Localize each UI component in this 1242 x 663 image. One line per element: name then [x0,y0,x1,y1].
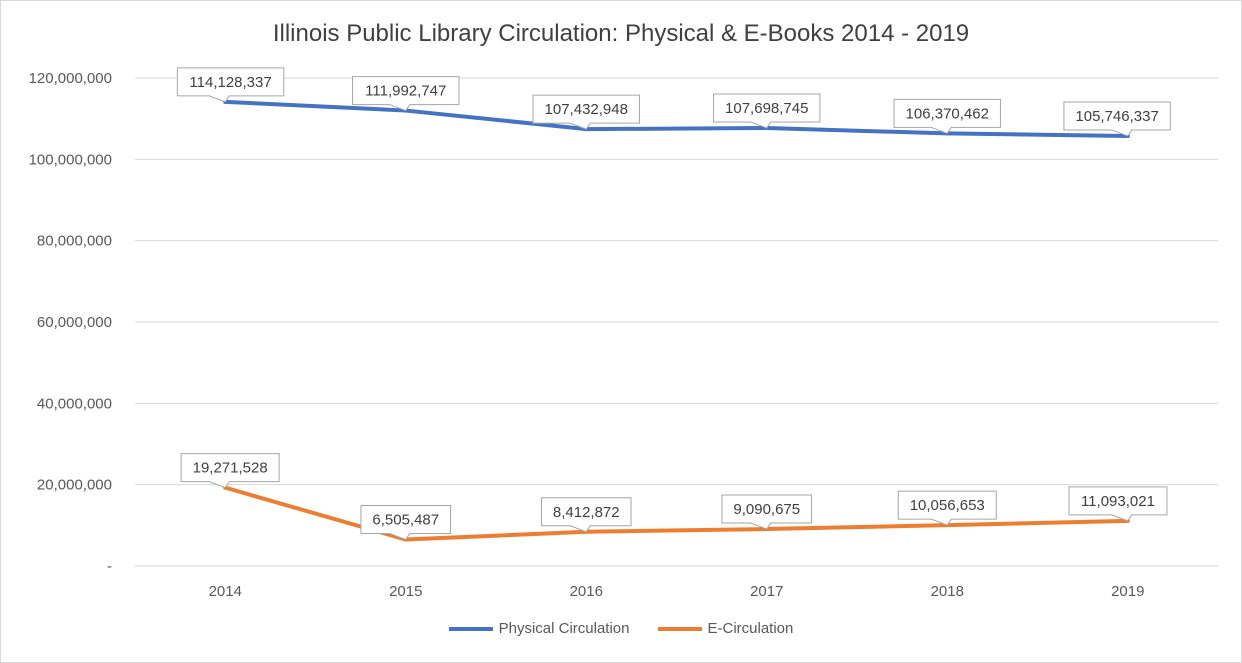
data-label-callout [893,98,1001,135]
y-tick-label: 60,000,000 [37,314,112,331]
data-label: 107,698,745 [725,100,808,117]
data-label-callout [897,490,997,526]
legend-swatch-physical [448,626,493,631]
data-label: 111,992,747 [365,83,446,100]
data-label: 106,370,462 [906,105,989,122]
data-label: 105,746,337 [1075,108,1158,125]
data-label: 114,128,337 [189,74,271,91]
data-label-callout [540,497,632,533]
data-label-callout [352,76,460,112]
x-tick-label: 2015 [389,583,422,600]
data-label-callout [360,505,452,541]
y-tick-label: 40,000,000 [37,395,112,412]
y-tick-label: 80,000,000 [37,233,112,250]
data-label-callout [1068,486,1168,522]
data-label: 6,505,487 [372,512,439,529]
x-tick-label: 2018 [931,583,964,600]
series-line-0 [223,99,1130,138]
data-label-callout [180,453,280,489]
data-label-callout [713,93,821,129]
x-tick-label: 2016 [570,583,603,600]
data-label: 19,271,528 [193,460,268,477]
legend-label-ecirc: E-Circulation [707,620,794,637]
legend-item-ecirc: E-Circulation [657,620,794,637]
x-tick-label: 2014 [209,583,242,600]
data-label-callout [176,67,285,103]
chart-title: Illinois Public Library Circulation: Phy… [272,20,970,47]
data-label-callout [721,494,813,530]
data-label: 9,090,675 [733,501,800,518]
y-tick-label: 100,000,000 [29,151,112,168]
legend: Physical Circulation E-Circulation [0,620,1242,637]
data-label: 8,412,872 [553,504,620,521]
y-tick-label: 20,000,000 [37,477,112,494]
legend-label-physical: Physical Circulation [498,620,630,637]
legend-item-physical: Physical Circulation [448,620,630,637]
data-label: 107,432,948 [545,101,628,118]
y-tick-label: - [107,558,112,575]
legend-swatch-ecirc [657,626,702,631]
data-label: 11,093,021 [1081,493,1155,510]
data-label-callout [1063,101,1171,137]
x-tick-label: 2019 [1111,583,1144,600]
x-tick-label: 2017 [750,583,783,600]
data-label: 10,056,653 [910,497,985,514]
y-tick-label: 120,000,000 [29,70,112,87]
data-label-callout [532,94,640,130]
